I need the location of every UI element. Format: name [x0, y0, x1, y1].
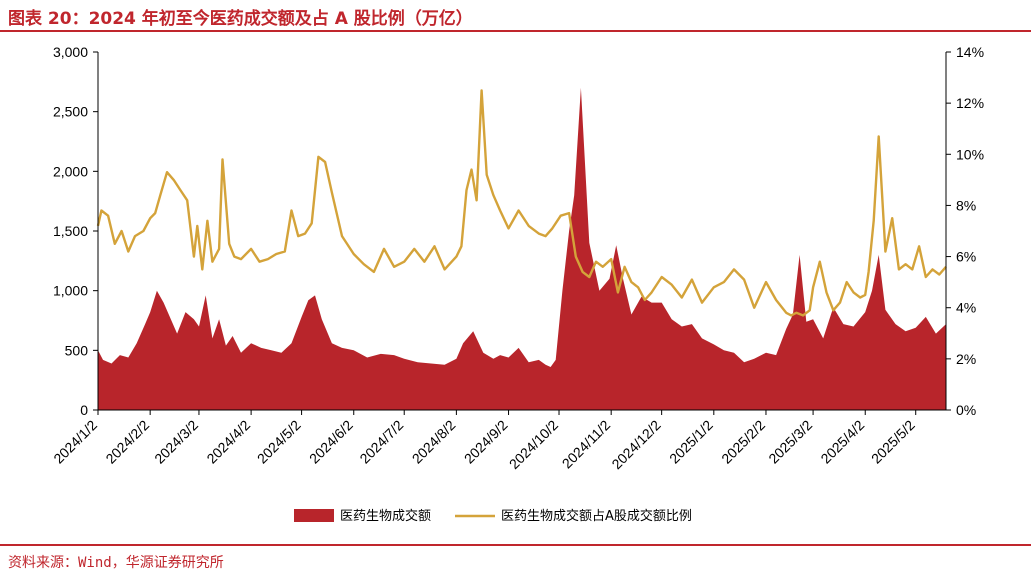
y-left-tick-label: 0	[80, 402, 88, 418]
x-tick-label: 2024/1/2	[50, 417, 100, 467]
x-tick-label: 2025/2/2	[718, 417, 768, 467]
x-tick-label: 2024/12/2	[608, 417, 664, 473]
title-rule	[0, 30, 1031, 32]
legend-label-line: 医药生物成交额占A股成交额比例	[501, 508, 692, 524]
x-tick-label: 2025/1/2	[666, 417, 716, 467]
y-left-tick-label: 1,500	[53, 223, 88, 239]
y-left-tick-label: 2,500	[53, 104, 88, 120]
legend-label-area: 医药生物成交额	[340, 508, 431, 524]
x-tick-label: 2025/4/2	[817, 417, 867, 467]
x-tick-label: 2024/6/2	[306, 417, 356, 467]
x-tick-label: 2024/7/2	[356, 417, 406, 467]
chart: 0 500 1,000 1,500 2,000 2,500 3,000 0% 2% 4% 6% 8% 1…	[50, 44, 984, 524]
y-left-tick-label: 2,000	[53, 163, 88, 179]
x-tick-label: 2024/10/2	[506, 417, 562, 473]
y-right-tick-label: 14%	[956, 44, 984, 60]
x-tick-label: 2024/2/2	[102, 417, 152, 467]
y-left-tick-label: 500	[65, 342, 89, 358]
x-tick-label: 2024/4/2	[203, 417, 253, 467]
x-tick-label: 2025/3/2	[765, 417, 815, 467]
y-right-tick-label: 0%	[956, 402, 976, 418]
legend: 医药生物成交额 医药生物成交额占A股成交额比例	[294, 508, 692, 524]
figure-title: 图表 20：2024 年初至今医药成交额及占 A 股比例（万亿）	[8, 9, 473, 29]
y-right-tick-label: 2%	[956, 351, 976, 367]
x-tick-label: 2024/5/2	[254, 417, 304, 467]
y-right-tick-label: 10%	[956, 146, 984, 162]
y-left-tick-label: 3,000	[53, 44, 88, 60]
series-line-ratio	[96, 89, 947, 317]
x-tick-label: 2024/9/2	[461, 417, 511, 467]
source-rule	[0, 544, 1031, 546]
y-right-tick-label: 8%	[956, 197, 976, 213]
x-tick-label: 2025/5/2	[868, 417, 918, 467]
y-right-tick-label: 12%	[956, 95, 984, 111]
y-right-tick-label: 4%	[956, 300, 976, 316]
series-area-turnover	[98, 87, 946, 411]
x-tick-label: 2024/3/2	[151, 417, 201, 467]
x-tick-label: 2024/8/2	[409, 417, 459, 467]
y-left-tick-label: 1,000	[53, 283, 88, 299]
legend-swatch-area	[294, 509, 334, 522]
area-layer	[98, 87, 946, 411]
line-layer	[96, 89, 947, 317]
x-tick-label: 2024/11/2	[559, 417, 614, 472]
source-note: 资料来源：Wind，华源证券研究所	[8, 555, 224, 571]
y-right-tick-label: 6%	[956, 249, 976, 265]
